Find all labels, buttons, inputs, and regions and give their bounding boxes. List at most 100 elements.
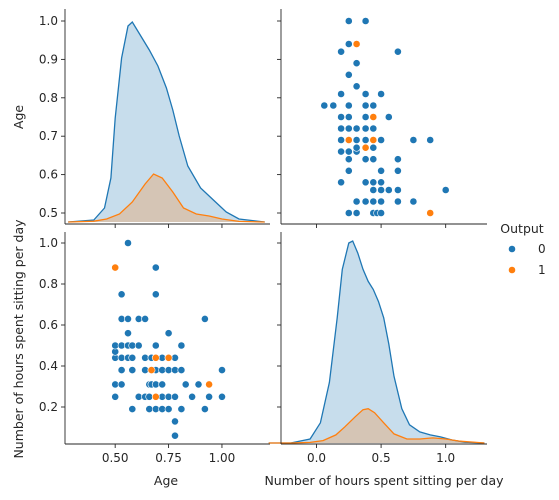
scatter-point-0 (361, 178, 370, 187)
scatter-point-0 (151, 341, 160, 350)
scatter-point-0 (361, 113, 370, 121)
y-tick-label: 0.9 (39, 52, 58, 66)
scatter-point-0 (377, 166, 385, 175)
scatter-point-0 (145, 405, 154, 413)
scatter-point-1 (361, 143, 370, 152)
scatter-point-0 (344, 155, 353, 164)
scatter-point-0 (393, 47, 402, 56)
scatter-point-0 (344, 166, 353, 175)
scatter-point-0 (124, 239, 132, 247)
scatter-point-0 (128, 366, 137, 374)
scatter-point-0 (377, 178, 385, 187)
age-kde-1-fill (68, 174, 265, 222)
scatter-point-0 (177, 405, 186, 413)
scatter-point-0 (352, 59, 361, 68)
scatter-point-0 (151, 263, 160, 272)
scatter-point-0 (128, 353, 137, 362)
age-kde-1-line (68, 173, 265, 223)
scatter-point-0 (171, 392, 179, 401)
xlabel-hours: Number of hours spent sitting per day (264, 473, 504, 488)
scatter-point-0 (352, 82, 361, 91)
y-tick-label: 0.5 (39, 206, 58, 220)
scatter-point-0 (361, 101, 370, 110)
y-tick-label: 0.2 (39, 400, 58, 414)
scatter-point-0 (352, 143, 361, 152)
scatter-point-0 (361, 90, 370, 98)
scatter-point-0 (205, 392, 213, 401)
scatter-point-0 (344, 101, 353, 110)
scatter-point-0 (352, 197, 361, 206)
y-tick-label: 0.6 (39, 168, 58, 182)
legend-marker-0 (508, 245, 516, 253)
x-tick-label: 1.00 (209, 451, 236, 465)
scatter-point-0 (171, 417, 179, 426)
scatter-point-0 (344, 124, 353, 133)
scatter-point-0 (145, 392, 154, 401)
legend-label-0: 0 (538, 242, 546, 256)
scatter-point-1 (426, 209, 435, 217)
scatter-point-0 (200, 405, 209, 413)
scatter-point-0 (171, 431, 179, 440)
y-tick-label: 0.7 (39, 129, 58, 143)
scatter-point-1 (205, 380, 213, 389)
scatter-point-0 (384, 113, 393, 121)
scatter-point-1 (151, 392, 160, 401)
scatter-point-1 (151, 353, 160, 362)
y-tick-label: 1.0 (39, 14, 58, 28)
scatter-point-0 (384, 186, 393, 194)
scatter-point-0 (409, 136, 418, 144)
scatter-point-0 (393, 155, 402, 164)
scatter-point-0 (393, 166, 402, 175)
scatter-point-0 (377, 209, 385, 217)
scatter-point-0 (344, 147, 353, 156)
legend-title: Output (500, 221, 544, 236)
scatter-point-0 (377, 90, 385, 98)
scatter-point-0 (337, 47, 345, 56)
scatter-point-0 (344, 17, 353, 25)
x-tick-label: 0.50 (102, 451, 129, 465)
hours-kde-1-fill (268, 408, 485, 443)
scatter-point-0 (117, 366, 126, 374)
scatter-point-0 (134, 341, 143, 350)
scatter-point-0 (344, 40, 353, 48)
scatter-point-0 (337, 113, 345, 121)
scatter-point-0 (141, 314, 149, 323)
scatter-point-0 (369, 155, 378, 164)
x-tick-label: 0.0 (307, 451, 326, 465)
panel-age-vs-hours-scatter (277, 9, 487, 228)
scatter-point-0 (369, 101, 378, 110)
scatter-point-0 (369, 186, 378, 194)
y-tick-label: 0.8 (39, 91, 58, 105)
scatter-point-0 (151, 290, 160, 299)
hours-kde-1-line (268, 408, 485, 444)
y-tick-label: 0.8 (39, 277, 58, 291)
panel-age-kde: 0.5 0.6 0.7 0.8 0.9 1.0 (39, 9, 270, 228)
scatter-point-1 (111, 263, 120, 272)
legend-label-1: 1 (538, 263, 546, 277)
scatter-point-0 (361, 136, 370, 144)
scatter-point-1 (164, 353, 173, 362)
x-tick-label: 1.0 (436, 451, 455, 465)
age-kde-0-line (68, 20, 265, 223)
scatter-point-0 (441, 186, 450, 194)
scatter-point-1 (352, 40, 361, 48)
scatter-point-0 (344, 70, 353, 79)
scatter-point-0 (361, 155, 370, 164)
scatter-point-0 (337, 124, 345, 133)
scatter-point-0 (188, 392, 196, 401)
scatter-point-1 (369, 113, 378, 121)
scatter-point-0 (337, 147, 345, 156)
scatter-point-0 (361, 17, 370, 25)
scatter-point-0 (377, 136, 385, 144)
hours-kde-0-line (268, 240, 485, 444)
scatter-point-0 (377, 186, 385, 194)
hours-kde-0-fill (268, 241, 485, 443)
scatter-point-0 (164, 329, 173, 338)
scatter-point-0 (320, 101, 329, 110)
x-tick-label: 0.5 (372, 451, 391, 465)
scatter-point-0 (218, 366, 226, 374)
scatter-point-0 (337, 178, 345, 187)
scatter-point-0 (128, 405, 137, 413)
scatter-point-0 (117, 380, 126, 389)
